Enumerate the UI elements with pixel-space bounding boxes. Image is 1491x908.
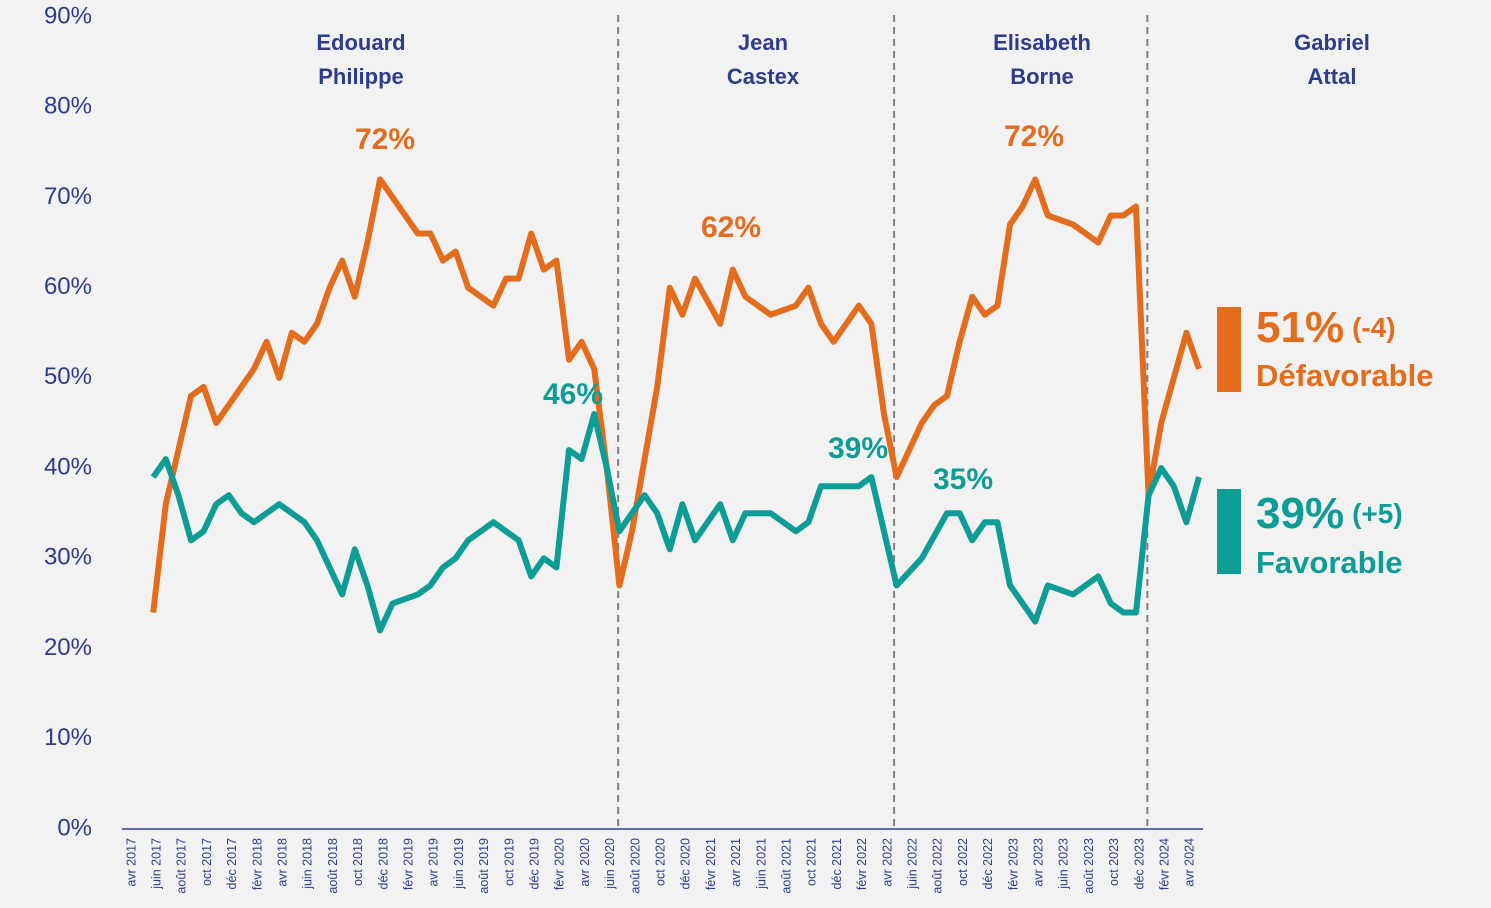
x-tick-label: avr 2021 bbox=[729, 838, 743, 887]
x-tick-label: août 2020 bbox=[628, 838, 642, 894]
x-tick-label: déc 2019 bbox=[527, 838, 541, 889]
legend-change: (-4) bbox=[1352, 312, 1396, 343]
legend-value: 39% (+5) bbox=[1256, 489, 1403, 538]
x-tick-label: juin 2023 bbox=[1057, 838, 1071, 890]
x-tick-label: avr 2022 bbox=[880, 838, 894, 887]
x-tick-label: déc 2021 bbox=[830, 838, 844, 889]
annotation: 62% bbox=[701, 211, 761, 244]
y-tick-label: 60% bbox=[44, 273, 92, 300]
series-line bbox=[150, 411, 1202, 634]
legend-name: Favorable bbox=[1256, 545, 1402, 580]
legend-change: (+5) bbox=[1352, 498, 1403, 529]
x-tick-label: oct 2018 bbox=[351, 838, 365, 886]
period-name: Philippe bbox=[318, 64, 404, 89]
x-tick-label: févr 2020 bbox=[553, 838, 567, 890]
y-tick-label: 30% bbox=[44, 544, 92, 571]
x-tick-label: août 2022 bbox=[931, 838, 945, 894]
x-tick-label: déc 2018 bbox=[376, 838, 390, 889]
x-tick-label: déc 2023 bbox=[1132, 838, 1146, 889]
x-tick-label: avr 2020 bbox=[578, 838, 592, 887]
legend-value: 51% (-4) bbox=[1256, 303, 1396, 352]
x-tick-label: avr 2023 bbox=[1031, 838, 1045, 887]
legend-swatch bbox=[1217, 489, 1241, 574]
annotation: 72% bbox=[355, 123, 415, 156]
x-tick-label: avr 2018 bbox=[275, 838, 289, 887]
annotation: 72% bbox=[1004, 120, 1064, 153]
period-name: Jean bbox=[738, 30, 788, 55]
x-tick-label: févr 2018 bbox=[250, 838, 264, 890]
x-tick-label: avr 2017 bbox=[124, 838, 138, 887]
x-tick-label: févr 2022 bbox=[855, 838, 869, 890]
y-tick-label: 50% bbox=[44, 363, 92, 390]
x-tick-label: févr 2024 bbox=[1157, 838, 1171, 890]
x-tick-label: déc 2020 bbox=[679, 838, 693, 889]
x-tick-label: août 2017 bbox=[175, 838, 189, 894]
period-name: Attal bbox=[1308, 64, 1357, 89]
x-tick-label: févr 2023 bbox=[1006, 838, 1020, 890]
legend-name: Défavorable bbox=[1256, 358, 1433, 393]
x-tick-label: oct 2023 bbox=[1107, 838, 1121, 886]
x-tick-label: août 2021 bbox=[779, 838, 793, 894]
x-tick-label: oct 2019 bbox=[502, 838, 516, 886]
x-tick-label: oct 2022 bbox=[956, 838, 970, 886]
x-tick-label: févr 2019 bbox=[401, 838, 415, 890]
annotation: 39% bbox=[828, 432, 888, 465]
series-line bbox=[150, 176, 1202, 613]
x-tick-label: juin 2018 bbox=[301, 838, 315, 890]
legend-last: 51% bbox=[1256, 303, 1344, 352]
period-name: Borne bbox=[1010, 64, 1074, 89]
annotation: 46% bbox=[543, 378, 603, 411]
y-tick-label: 10% bbox=[44, 724, 92, 751]
x-tick-label: avr 2019 bbox=[427, 838, 441, 887]
y-tick-label: 0% bbox=[57, 814, 92, 841]
legend-swatch bbox=[1217, 307, 1241, 392]
period-name: Gabriel bbox=[1294, 30, 1370, 55]
x-tick-label: juin 2017 bbox=[149, 838, 163, 890]
x-tick-label: juin 2022 bbox=[905, 838, 919, 890]
x-tick-label: août 2019 bbox=[477, 838, 491, 894]
x-tick-label: juin 2020 bbox=[603, 838, 617, 890]
y-tick-label: 40% bbox=[44, 453, 92, 480]
period-name: Elisabeth bbox=[993, 30, 1091, 55]
x-tick-label: oct 2021 bbox=[805, 838, 819, 886]
x-tick-label: févr 2021 bbox=[704, 838, 718, 890]
y-tick-label: 70% bbox=[44, 183, 92, 210]
x-tick-label: déc 2022 bbox=[981, 838, 995, 889]
x-tick-label: juin 2019 bbox=[452, 838, 466, 890]
x-tick-label: juin 2021 bbox=[754, 838, 768, 890]
x-tick-label: oct 2020 bbox=[653, 838, 667, 886]
period-name: Edouard bbox=[316, 30, 405, 55]
x-tick-label: oct 2017 bbox=[200, 838, 214, 886]
y-tick-label: 80% bbox=[44, 93, 92, 120]
x-tick-label: août 2023 bbox=[1082, 838, 1096, 894]
legend-last: 39% bbox=[1256, 489, 1344, 538]
y-tick-label: 90% bbox=[44, 2, 92, 29]
period-name: Castex bbox=[727, 64, 800, 89]
y-tick-label: 20% bbox=[44, 634, 92, 661]
x-tick-label: déc 2017 bbox=[225, 838, 239, 889]
annotation: 35% bbox=[933, 463, 993, 496]
x-tick-label: avr 2024 bbox=[1183, 838, 1197, 887]
x-tick-label: août 2018 bbox=[326, 838, 340, 894]
